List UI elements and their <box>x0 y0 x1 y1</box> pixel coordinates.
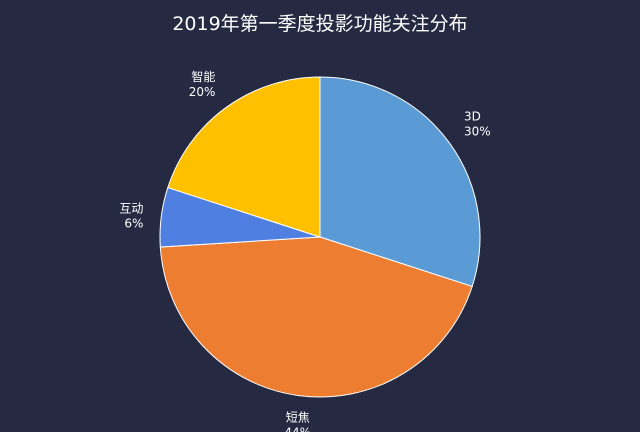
slice-label-0: 3D <box>464 109 481 123</box>
slice-value-label-0: 30% <box>464 124 491 138</box>
slice-label-3: 智能 <box>191 69 215 84</box>
slice-value-label-2: 6% <box>124 217 143 231</box>
slice-label-2: 互动 <box>119 202 143 216</box>
pie-slice-3 <box>167 76 321 238</box>
pie-slice-1 <box>159 236 473 398</box>
slice-value-label-3: 20% <box>189 85 216 99</box>
slice-value-label-1: 44% <box>284 426 311 432</box>
pie-slices <box>159 76 481 398</box>
slice-label-1: 短焦 <box>286 411 310 425</box>
chart-title: 2019年第一季度投影功能关注分布 <box>172 13 467 35</box>
pie-slice-0 <box>319 76 481 288</box>
